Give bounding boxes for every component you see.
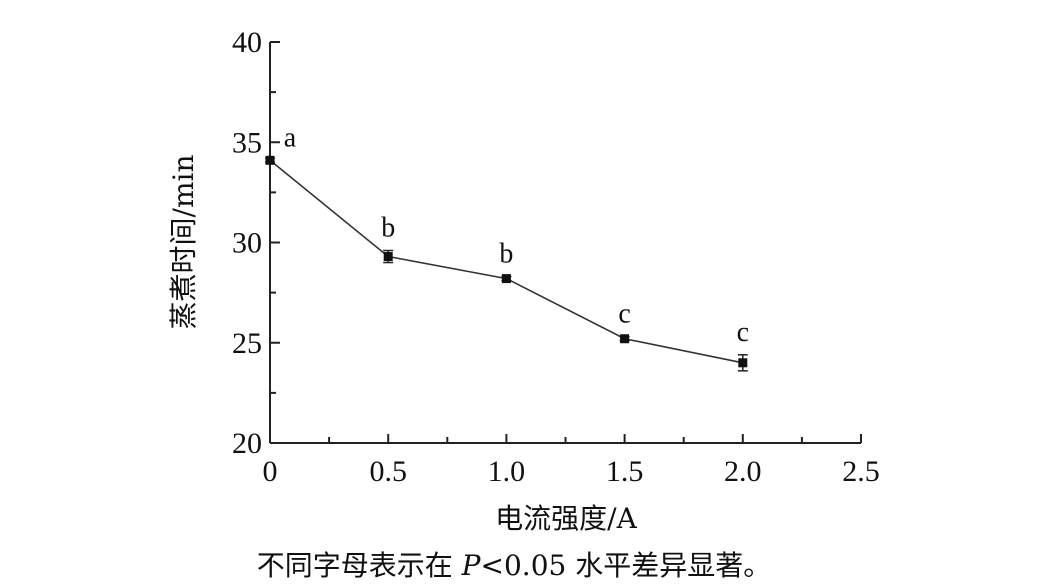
significance-label: b <box>499 239 513 270</box>
x-tick-label: 1.0 <box>488 455 526 488</box>
x-tick-label: 2.0 <box>724 455 762 488</box>
significance-label: a <box>284 122 297 153</box>
significance-note: 不同字母表示在 P<0.05 水平差异显著。 <box>257 549 771 582</box>
note-prefix: 不同字母表示在 <box>257 549 462 582</box>
y-tick-label: 40 <box>232 26 262 59</box>
data-point <box>383 252 393 262</box>
y-tick-label: 30 <box>232 227 262 260</box>
x-axis-title: 电流强度/A <box>495 502 637 535</box>
note-p-symbol: P <box>461 549 482 582</box>
y-axis-title: 蒸煮时间/min <box>167 155 200 330</box>
x-tick-label: 1.5 <box>606 455 644 488</box>
axes <box>269 42 861 444</box>
data-point <box>738 358 748 368</box>
y-tick-label: 35 <box>232 126 262 159</box>
significance-label: c <box>737 317 749 348</box>
y-tick-label: 20 <box>232 427 262 460</box>
y-tick-label: 25 <box>232 327 262 360</box>
note-suffix: <0.05 水平差异显著。 <box>481 549 772 582</box>
ticks <box>269 41 862 444</box>
significance-labels: a b b c c <box>284 122 749 347</box>
x-tick-label: 2.5 <box>842 455 880 488</box>
data-point <box>501 274 511 284</box>
points <box>265 155 748 368</box>
data-point <box>620 334 630 344</box>
tick-labels: 20 25 30 35 40 0 0.5 1.0 1.5 2.0 2.5 <box>232 26 880 488</box>
x-tick-label: 0 <box>263 455 278 488</box>
significance-label: c <box>618 299 630 330</box>
significance-label: b <box>381 213 395 244</box>
x-tick-label: 0.5 <box>369 455 407 488</box>
data-point <box>265 155 275 165</box>
